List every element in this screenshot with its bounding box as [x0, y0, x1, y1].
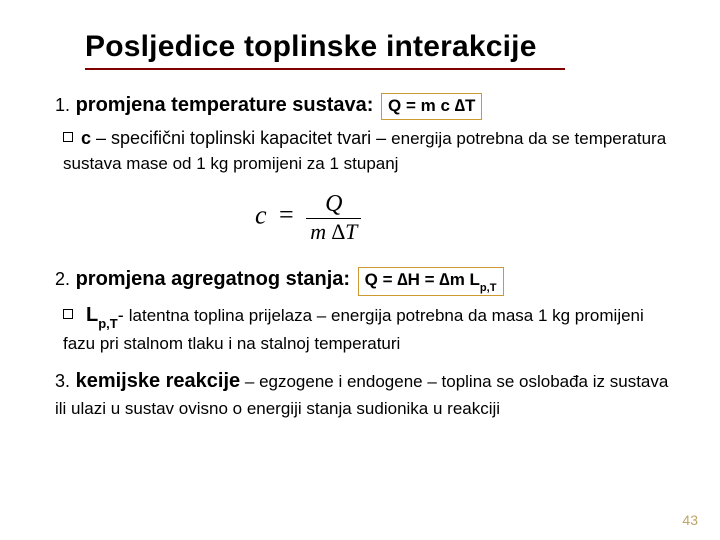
formula-c: c = Q m ∆T [255, 192, 680, 248]
item-2-line: 2. promjena agregatnog stanja: Q = ∆H = … [55, 266, 680, 296]
formula-denominator: m ∆T [306, 219, 361, 243]
item-1-bullet-rest: – specifični toplinski kapacitet tvari – [91, 128, 391, 148]
item-2-bullet-dash: - [118, 305, 129, 325]
item-3-number: 3. [55, 371, 70, 391]
item-1-number: 1. [55, 95, 70, 115]
slide-title: Posljedice toplinske interakcije [85, 30, 680, 64]
formula-eq: = [279, 200, 294, 229]
item-1-line: 1. promjena temperature sustava: Q = m c… [55, 92, 680, 120]
item-2-box: Q = ∆H = ∆m Lp,T [358, 267, 504, 296]
formula-fraction: Q m ∆T [306, 192, 361, 243]
page-number: 43 [682, 512, 698, 528]
item-2-bullet: Lp,T- latentna toplina prijelaza – energ… [63, 302, 680, 355]
item-1-box: Q = m c ∆T [381, 93, 482, 120]
formula-lhs: c [255, 200, 267, 229]
item-2-bullet-rest: latentna toplina prijelaza – energija po… [63, 306, 644, 353]
item-2-number: 2. [55, 269, 70, 289]
formula-numerator: Q [306, 192, 361, 219]
item-2-lead: promjena agregatnog stanja: [76, 268, 351, 290]
item-3-lead: kemijske reakcije [76, 370, 241, 392]
square-bullet-icon [63, 132, 73, 142]
title-underline [85, 68, 565, 70]
item-1-bullet: c – specifični toplinski kapacitet tvari… [63, 126, 680, 176]
item-2-bullet-L: Lp,T [86, 304, 118, 326]
square-bullet-icon [63, 309, 73, 319]
item-1-bullet-strong: c [81, 128, 91, 148]
item-1-lead: promjena temperature sustava: [76, 94, 374, 116]
slide: Posljedice toplinske interakcije 1. prom… [0, 0, 720, 540]
item-3-line: 3. kemijske reakcije – egzogene i endoge… [55, 368, 680, 422]
